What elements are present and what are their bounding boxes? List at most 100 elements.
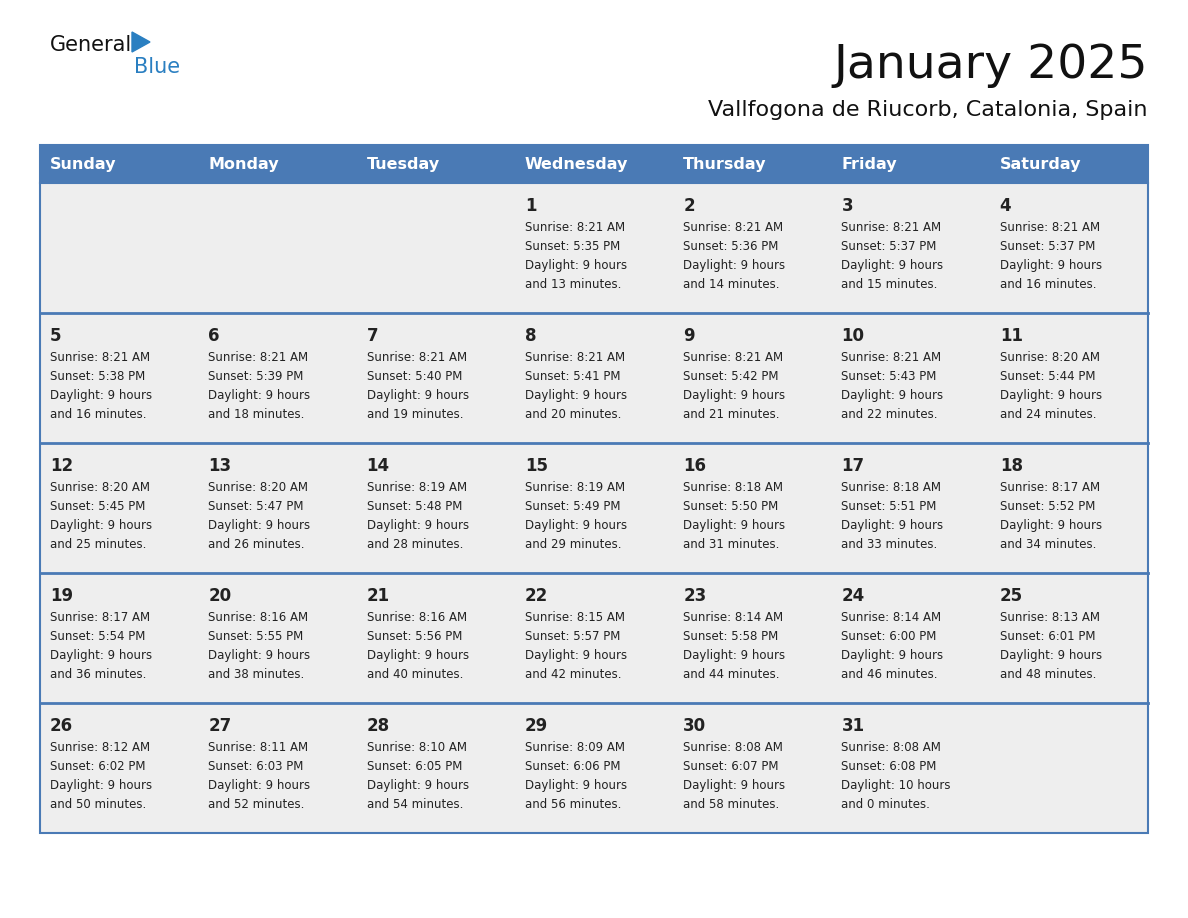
Bar xyxy=(198,573,356,703)
Text: 12: 12 xyxy=(50,457,74,475)
Text: Sunset: 5:50 PM: Sunset: 5:50 PM xyxy=(683,500,778,513)
Text: and 48 minutes.: and 48 minutes. xyxy=(1000,668,1097,681)
Bar xyxy=(832,183,990,313)
Text: Sunrise: 8:14 AM: Sunrise: 8:14 AM xyxy=(683,611,783,624)
Text: 21: 21 xyxy=(367,587,390,605)
Bar xyxy=(674,443,832,573)
Text: Sunset: 6:00 PM: Sunset: 6:00 PM xyxy=(841,630,937,643)
Text: Sunrise: 8:08 AM: Sunrise: 8:08 AM xyxy=(841,741,941,754)
Text: and 36 minutes.: and 36 minutes. xyxy=(50,668,146,681)
Text: Sunset: 5:36 PM: Sunset: 5:36 PM xyxy=(683,240,778,253)
Text: Sunrise: 8:21 AM: Sunrise: 8:21 AM xyxy=(525,221,625,234)
Text: Daylight: 9 hours: Daylight: 9 hours xyxy=(1000,259,1101,272)
Text: Daylight: 9 hours: Daylight: 9 hours xyxy=(683,519,785,532)
Text: and 58 minutes.: and 58 minutes. xyxy=(683,798,779,811)
Bar xyxy=(198,183,356,313)
Text: Sunset: 6:02 PM: Sunset: 6:02 PM xyxy=(50,760,145,773)
Text: Sunrise: 8:08 AM: Sunrise: 8:08 AM xyxy=(683,741,783,754)
Text: Tuesday: Tuesday xyxy=(367,156,440,172)
Text: and 31 minutes.: and 31 minutes. xyxy=(683,538,779,551)
Text: 18: 18 xyxy=(1000,457,1023,475)
Text: Sunset: 5:57 PM: Sunset: 5:57 PM xyxy=(525,630,620,643)
Text: Daylight: 9 hours: Daylight: 9 hours xyxy=(525,649,627,662)
Bar xyxy=(674,145,832,183)
Polygon shape xyxy=(132,32,150,52)
Text: and 20 minutes.: and 20 minutes. xyxy=(525,408,621,421)
Text: 29: 29 xyxy=(525,717,548,735)
Text: and 24 minutes.: and 24 minutes. xyxy=(1000,408,1097,421)
Text: Sunrise: 8:21 AM: Sunrise: 8:21 AM xyxy=(683,221,783,234)
Bar xyxy=(674,703,832,833)
Text: Sunrise: 8:09 AM: Sunrise: 8:09 AM xyxy=(525,741,625,754)
Text: Sunrise: 8:21 AM: Sunrise: 8:21 AM xyxy=(841,351,942,364)
Text: 31: 31 xyxy=(841,717,865,735)
Text: 5: 5 xyxy=(50,327,62,345)
Bar xyxy=(990,183,1148,313)
Text: Sunrise: 8:20 AM: Sunrise: 8:20 AM xyxy=(1000,351,1100,364)
Text: and 15 minutes.: and 15 minutes. xyxy=(841,278,937,291)
Text: Sunrise: 8:10 AM: Sunrise: 8:10 AM xyxy=(367,741,467,754)
Text: Daylight: 9 hours: Daylight: 9 hours xyxy=(841,519,943,532)
Bar xyxy=(514,183,674,313)
Text: Sunset: 5:43 PM: Sunset: 5:43 PM xyxy=(841,370,937,383)
Text: and 40 minutes.: and 40 minutes. xyxy=(367,668,463,681)
Text: Saturday: Saturday xyxy=(1000,156,1081,172)
Text: Sunset: 5:37 PM: Sunset: 5:37 PM xyxy=(841,240,937,253)
Text: Sunrise: 8:17 AM: Sunrise: 8:17 AM xyxy=(50,611,150,624)
Text: and 54 minutes.: and 54 minutes. xyxy=(367,798,463,811)
Bar xyxy=(832,573,990,703)
Text: Daylight: 9 hours: Daylight: 9 hours xyxy=(50,389,152,402)
Bar xyxy=(990,145,1148,183)
Text: and 33 minutes.: and 33 minutes. xyxy=(841,538,937,551)
Text: Sunset: 5:39 PM: Sunset: 5:39 PM xyxy=(208,370,304,383)
Text: Sunset: 5:51 PM: Sunset: 5:51 PM xyxy=(841,500,937,513)
Text: Daylight: 9 hours: Daylight: 9 hours xyxy=(683,389,785,402)
Text: 4: 4 xyxy=(1000,197,1011,215)
Text: Sunday: Sunday xyxy=(50,156,116,172)
Text: 23: 23 xyxy=(683,587,707,605)
Text: Sunrise: 8:12 AM: Sunrise: 8:12 AM xyxy=(50,741,150,754)
Text: Daylight: 9 hours: Daylight: 9 hours xyxy=(50,649,152,662)
Text: 10: 10 xyxy=(841,327,865,345)
Bar xyxy=(990,313,1148,443)
Text: Sunset: 6:07 PM: Sunset: 6:07 PM xyxy=(683,760,778,773)
Text: Daylight: 9 hours: Daylight: 9 hours xyxy=(841,389,943,402)
Text: 28: 28 xyxy=(367,717,390,735)
Text: Daylight: 9 hours: Daylight: 9 hours xyxy=(1000,519,1101,532)
Text: Daylight: 9 hours: Daylight: 9 hours xyxy=(50,779,152,792)
Text: Sunset: 6:06 PM: Sunset: 6:06 PM xyxy=(525,760,620,773)
Text: Sunset: 5:49 PM: Sunset: 5:49 PM xyxy=(525,500,620,513)
Bar xyxy=(356,313,514,443)
Bar xyxy=(832,145,990,183)
Text: Sunset: 5:41 PM: Sunset: 5:41 PM xyxy=(525,370,620,383)
Bar xyxy=(356,145,514,183)
Text: and 50 minutes.: and 50 minutes. xyxy=(50,798,146,811)
Text: 16: 16 xyxy=(683,457,706,475)
Text: Sunrise: 8:21 AM: Sunrise: 8:21 AM xyxy=(841,221,942,234)
Text: 27: 27 xyxy=(208,717,232,735)
Text: Sunrise: 8:11 AM: Sunrise: 8:11 AM xyxy=(208,741,309,754)
Text: Daylight: 9 hours: Daylight: 9 hours xyxy=(208,389,310,402)
Text: Daylight: 9 hours: Daylight: 9 hours xyxy=(683,779,785,792)
Text: Sunrise: 8:21 AM: Sunrise: 8:21 AM xyxy=(367,351,467,364)
Text: and 34 minutes.: and 34 minutes. xyxy=(1000,538,1097,551)
Bar xyxy=(674,183,832,313)
Text: and 13 minutes.: and 13 minutes. xyxy=(525,278,621,291)
Text: Daylight: 9 hours: Daylight: 9 hours xyxy=(1000,649,1101,662)
Bar xyxy=(990,573,1148,703)
Bar xyxy=(198,313,356,443)
Text: Daylight: 9 hours: Daylight: 9 hours xyxy=(841,259,943,272)
Text: Sunset: 5:40 PM: Sunset: 5:40 PM xyxy=(367,370,462,383)
Text: Sunset: 6:08 PM: Sunset: 6:08 PM xyxy=(841,760,937,773)
Text: Sunrise: 8:14 AM: Sunrise: 8:14 AM xyxy=(841,611,942,624)
Text: Monday: Monday xyxy=(208,156,279,172)
Text: and 22 minutes.: and 22 minutes. xyxy=(841,408,939,421)
Bar xyxy=(514,145,674,183)
Bar xyxy=(514,313,674,443)
Text: Sunrise: 8:20 AM: Sunrise: 8:20 AM xyxy=(208,481,308,494)
Text: Thursday: Thursday xyxy=(683,156,766,172)
Text: Sunrise: 8:21 AM: Sunrise: 8:21 AM xyxy=(525,351,625,364)
Text: Sunrise: 8:21 AM: Sunrise: 8:21 AM xyxy=(1000,221,1100,234)
Text: 30: 30 xyxy=(683,717,707,735)
Text: 13: 13 xyxy=(208,457,232,475)
